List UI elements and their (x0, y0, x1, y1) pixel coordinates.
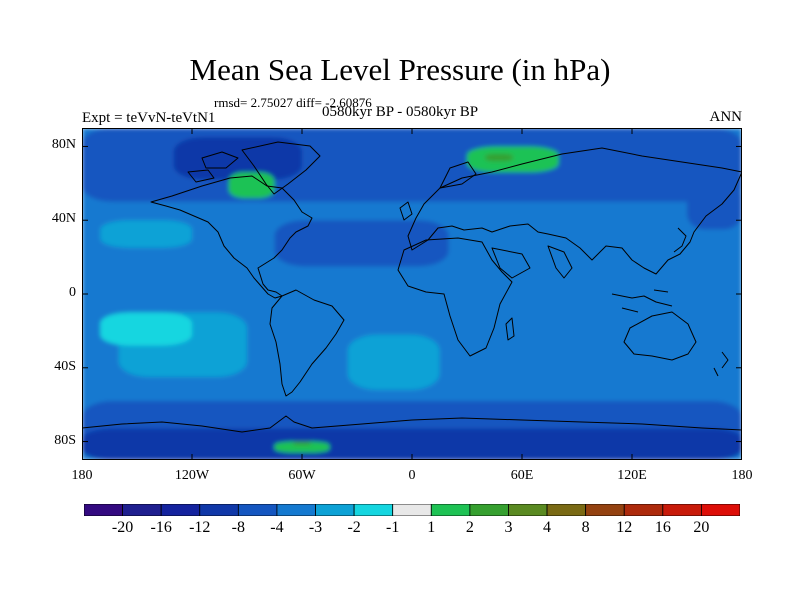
colorbar-label: -16 (150, 519, 172, 536)
colorbar-swatch (84, 504, 123, 516)
x-tick-label: 120W (174, 468, 210, 483)
colorbar-label: 3 (504, 519, 513, 536)
field-region (687, 183, 742, 230)
y-tick-label: 80S (54, 432, 76, 448)
pressure-field (82, 128, 742, 460)
field-region (274, 220, 449, 267)
colorbar-label: -4 (270, 519, 284, 536)
colorbar-label: 2 (465, 519, 474, 536)
colorbar-swatch (508, 504, 548, 516)
colorbar-swatch (701, 504, 740, 516)
colorbar-label: 16 (654, 519, 671, 536)
x-tick-label: 120E (617, 468, 647, 483)
field-region (467, 146, 559, 173)
coast-japan (673, 227, 687, 253)
x-tick-label: 180 (71, 468, 93, 483)
plot-title: Mean Sea Level Pressure (in hPa) (189, 52, 611, 87)
colorbar-swatch (546, 504, 587, 516)
stats-label: rmsd= 2.75027 diff= -2.60876 (214, 95, 372, 110)
colorbar-label: -1 (386, 519, 400, 536)
colorbar-label: -8 (231, 519, 246, 536)
world-map (82, 128, 742, 460)
y-tick-label: 40N (51, 211, 76, 227)
coast-north-america (150, 175, 313, 299)
coast-arctic-islands (187, 151, 239, 183)
coast-antarctica (82, 415, 742, 433)
colorbar-label: 4 (543, 519, 552, 536)
colorbar-swatch (430, 504, 471, 516)
field-region (82, 428, 742, 460)
field-region (100, 312, 192, 346)
coast-greenland (241, 141, 321, 195)
coast-madagascar (505, 317, 515, 341)
field-region (485, 153, 513, 162)
field-region (292, 441, 312, 446)
colorbar-label: 20 (693, 519, 710, 536)
colorbar-swatch (315, 504, 355, 516)
colorbar-swatch (237, 504, 278, 516)
colorbar-swatch (199, 504, 239, 516)
coast-arabia (491, 247, 531, 279)
x-tick-label: 60E (510, 468, 534, 483)
colorbar-label: -2 (347, 519, 361, 536)
colorbar-swatch (160, 504, 201, 516)
colorbar-label: -12 (189, 519, 211, 536)
colorbar-swatch (469, 504, 509, 516)
y-tick-label: 80N (51, 137, 76, 153)
coast-india (547, 245, 573, 279)
colorbar-swatch (276, 504, 316, 516)
experiment-label: Expt = teVvN-teVtN1 (82, 110, 216, 126)
colorbar-label: -3 (308, 519, 323, 536)
coast-eurasia (407, 147, 742, 275)
coastlines (82, 141, 742, 433)
coast-scandinavia (439, 161, 477, 189)
colorbar-label: 1 (427, 519, 436, 536)
coast-indonesia (611, 289, 673, 313)
colorbar-label: 12 (616, 519, 633, 536)
coast-australia (623, 311, 697, 361)
x-tick-label: 180 (731, 468, 753, 483)
colorbar-label: -20 (111, 519, 134, 536)
y-tick-label: 40S (54, 358, 76, 374)
field-region (100, 220, 192, 248)
colorbar (84, 504, 740, 516)
x-tick-label: 0 (408, 468, 416, 483)
colorbar-label: 8 (581, 519, 590, 536)
colorbar-swatch (662, 504, 702, 516)
colorbar-swatch (392, 504, 432, 516)
coast-new-zealand (713, 351, 729, 377)
period-label: 0580kyr BP - 0580kyr BP (322, 104, 479, 120)
colorbar-swatch (353, 504, 394, 516)
coast-south-america (269, 289, 345, 397)
field-region (274, 441, 330, 453)
field-region (347, 334, 440, 390)
coast-africa (397, 237, 513, 357)
colorbar-swatch (122, 504, 162, 516)
colorbar-swatch (585, 504, 625, 516)
coast-britain (399, 201, 413, 221)
colorbar-swatch (623, 504, 664, 516)
y-tick-label: 0 (69, 285, 76, 300)
x-tick-label: 60W (288, 468, 316, 483)
season-label: ANN (709, 109, 743, 125)
